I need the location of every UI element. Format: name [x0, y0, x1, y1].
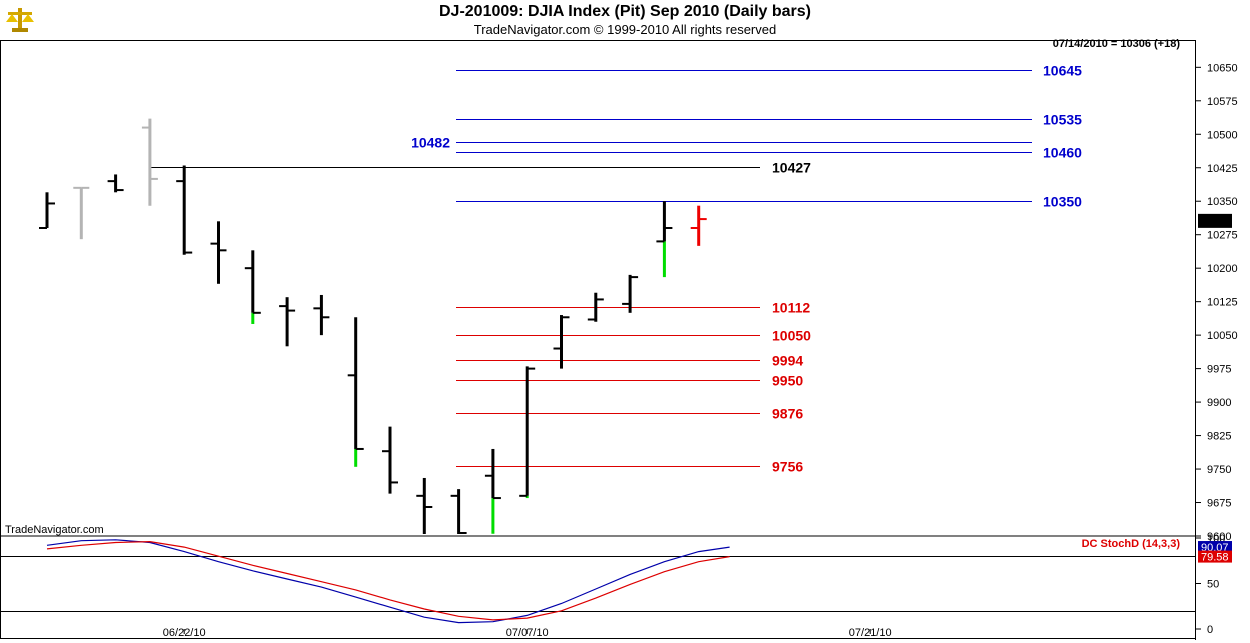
stoch-title: DC StochD (14,3,3)	[1082, 538, 1181, 550]
y-tick-label: 10125	[1207, 297, 1238, 309]
y-tick-label: 9825	[1207, 431, 1231, 443]
level-label: 10427	[772, 160, 811, 176]
y-tick-label: 9900	[1207, 397, 1231, 409]
ohlc-bar	[141, 118, 158, 206]
ohlc-bar	[107, 174, 124, 193]
x-tick-label: 06/22/10	[163, 627, 206, 639]
watermark-text: TradeNavigator.com	[5, 524, 104, 536]
ohlc-bar	[553, 315, 570, 369]
stoch-d-readout-badge	[1198, 550, 1232, 563]
ohlc-bar	[210, 221, 227, 284]
ohlc-bar	[382, 426, 398, 494]
level-label: 9876	[772, 406, 803, 422]
ohlc-bar	[484, 448, 501, 534]
chart-title: DJ-201009: DJIA Index (Pit) Sep 2010 (Da…	[439, 3, 811, 20]
level-label: 9950	[772, 373, 803, 389]
stoch-tick-label: 0	[1207, 624, 1213, 636]
y-tick-label: 10650	[1207, 62, 1238, 74]
ohlc-bar	[279, 297, 296, 347]
level-label: 10482	[411, 135, 450, 151]
ohlc-bar	[519, 366, 536, 499]
level-label: 10112	[772, 300, 810, 316]
x-tick-label: 07/07/10	[506, 627, 549, 639]
stoch-series-line	[46, 540, 730, 621]
chart-frame	[0, 40, 1196, 639]
y-tick-label: 10350	[1207, 196, 1238, 208]
level-label: 10535	[1043, 112, 1082, 128]
level-label: 9756	[772, 459, 803, 475]
level-label: 10050	[772, 328, 811, 344]
level-label: 10350	[1043, 194, 1082, 210]
y-tick-label: 10575	[1207, 96, 1238, 108]
level-label: 10460	[1043, 145, 1082, 161]
y-tick-label: 10275	[1207, 230, 1238, 242]
stoch-tick-label: 50	[1207, 579, 1219, 591]
ohlc-bar	[416, 477, 433, 534]
ohlc-bar	[656, 201, 673, 278]
last-price-label: 10306	[1200, 216, 1231, 228]
ohlc-bar	[690, 205, 707, 246]
ohlc-bar	[176, 165, 193, 255]
stoch-k-readout-badge	[1198, 541, 1232, 554]
y-tick-label: 9750	[1207, 464, 1231, 476]
x-tick-label: 07/21/10	[849, 627, 892, 639]
ohlc-bar	[39, 192, 55, 230]
ohlc-bar	[313, 294, 330, 336]
last-info-readout: 07/14/2010 = 10306 (+18)	[1053, 38, 1181, 50]
level-label: 10645	[1043, 63, 1082, 79]
level-label: 9994	[772, 353, 803, 369]
ohlc-bar	[73, 186, 90, 240]
y-tick-label: 9975	[1207, 364, 1231, 376]
y-tick-label: 10500	[1207, 129, 1238, 141]
ohlc-bar	[587, 292, 604, 322]
y-tick-label: 10050	[1207, 330, 1238, 342]
ohlc-bar	[450, 489, 467, 534]
y-tick-label: 9600	[1207, 531, 1231, 543]
stoch-series-line	[46, 539, 730, 624]
ohlc-bar	[347, 317, 364, 467]
stoch-d-readout: 79.58	[1201, 552, 1229, 564]
ohlc-bar	[244, 250, 261, 324]
ohlc-bar	[622, 274, 639, 313]
chart-subtitle: TradeNavigator.com © 1999-2010 All right…	[473, 22, 777, 37]
y-tick-label: 10425	[1207, 163, 1238, 175]
last-price-badge	[1198, 213, 1232, 228]
y-tick-label: 9675	[1207, 498, 1231, 510]
y-tick-label: 10200	[1207, 263, 1238, 275]
scales-icon	[4, 4, 36, 39]
